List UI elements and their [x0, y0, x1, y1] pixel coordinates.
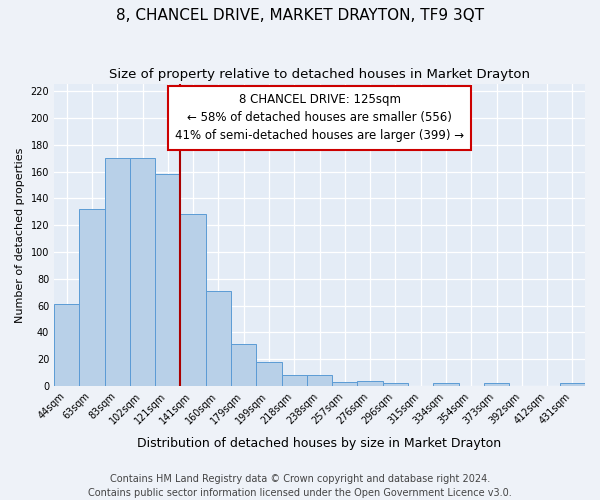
Bar [307, 376, 332, 386]
Text: Contains HM Land Registry data © Crown copyright and database right 2024.
Contai: Contains HM Land Registry data © Crown c… [88, 474, 512, 498]
Bar [130, 158, 155, 386]
Bar [560, 384, 585, 386]
Bar [256, 362, 281, 386]
Bar [332, 382, 358, 386]
Text: 8 CHANCEL DRIVE: 125sqm
← 58% of detached houses are smaller (556)
41% of semi-d: 8 CHANCEL DRIVE: 125sqm ← 58% of detache… [175, 94, 464, 142]
Bar [79, 209, 104, 386]
Title: Size of property relative to detached houses in Market Drayton: Size of property relative to detached ho… [109, 68, 530, 80]
Bar [54, 304, 79, 386]
Bar [181, 214, 206, 386]
Bar [104, 158, 130, 386]
Bar [206, 291, 231, 386]
Bar [358, 380, 383, 386]
X-axis label: Distribution of detached houses by size in Market Drayton: Distribution of detached houses by size … [137, 437, 502, 450]
Bar [484, 384, 509, 386]
Bar [155, 174, 181, 386]
Text: 8, CHANCEL DRIVE, MARKET DRAYTON, TF9 3QT: 8, CHANCEL DRIVE, MARKET DRAYTON, TF9 3Q… [116, 8, 484, 22]
Bar [383, 384, 408, 386]
Bar [433, 384, 458, 386]
Bar [231, 344, 256, 386]
Y-axis label: Number of detached properties: Number of detached properties [15, 148, 25, 323]
Bar [281, 376, 307, 386]
